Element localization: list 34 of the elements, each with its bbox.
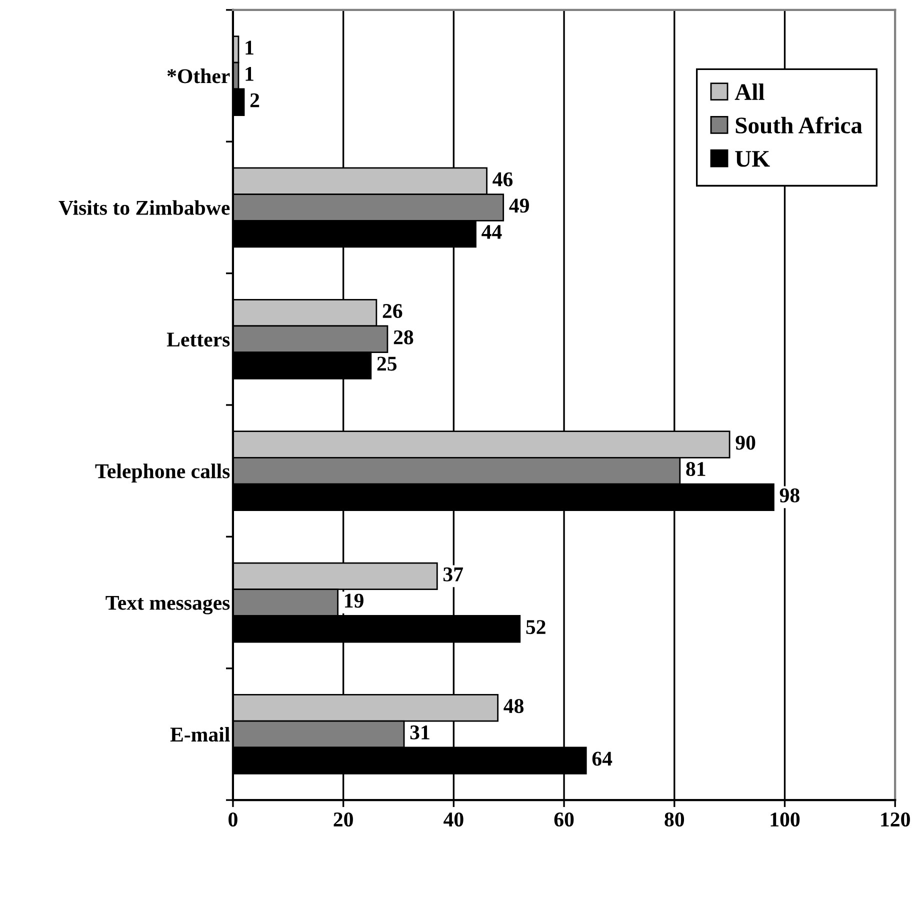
legend-label: All (734, 83, 764, 100)
data-label: 1 (246, 67, 254, 81)
x-tick-label: 100 (770, 812, 800, 827)
legend-label: South Africa (736, 116, 862, 134)
data-label: 25 (377, 356, 397, 371)
y-tick-label: Telephone calls (95, 464, 230, 483)
data-label: 49 (509, 198, 529, 213)
data-label: 2 (250, 93, 260, 108)
x-tick-label: 40 (444, 812, 464, 827)
data-label: 52 (526, 620, 546, 634)
data-label: 19 (345, 594, 364, 608)
data-label: 46 (492, 172, 513, 186)
data-label: 44 (482, 225, 502, 239)
data-label: 31 (410, 725, 430, 740)
x-tick-label: 60 (554, 812, 574, 827)
x-tick-label: 120 (881, 812, 910, 827)
data-label: 48 (504, 699, 524, 714)
y-tick-label: *Other (167, 68, 230, 84)
y-tick-label: Text messages (106, 596, 230, 614)
data-label: 1 (246, 40, 254, 54)
data-label: 81 (686, 462, 706, 476)
y-tick-label: E-mail (170, 726, 230, 742)
data-label: 26 (382, 304, 402, 318)
data-label: 90 (736, 436, 756, 450)
y-tick-label: Letters (166, 332, 230, 347)
data-label: 28 (394, 330, 414, 344)
x-tick-label: 0 (228, 812, 238, 827)
legend-label: UK (735, 151, 770, 167)
data-label: 98 (780, 488, 800, 502)
data-label: 64 (592, 752, 612, 766)
x-tick-label: 80 (664, 812, 684, 827)
data-label: 37 (443, 567, 464, 582)
x-tick-label: 20 (334, 812, 353, 827)
y-tick-label: Visits to Zimbabwe (58, 200, 230, 216)
